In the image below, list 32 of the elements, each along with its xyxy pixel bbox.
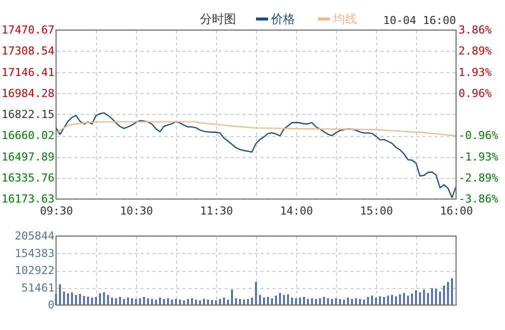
- y2-tick-label: -2.89%: [458, 171, 499, 184]
- y2-tick-label: -3.86%: [458, 192, 499, 206]
- y-tick-label: 17470.67: [2, 24, 54, 36]
- chart-title: 分时图: [200, 12, 236, 26]
- y-tick-label: 51461: [21, 281, 54, 294]
- y-tick-label: 16497.89: [2, 150, 54, 164]
- y-tick-label: 16984.28: [2, 86, 54, 100]
- y2-tick-label: -0.96%: [458, 129, 499, 142]
- y-tick-label: 17308.54: [2, 44, 55, 58]
- y2-tick-label: 1.93%: [458, 66, 492, 79]
- x-tick-label: 09:30: [40, 204, 74, 218]
- y2-tick-label: 0.96%: [458, 86, 492, 100]
- x-tick-label: 11:30: [200, 204, 234, 218]
- text: 10-04 16:00: [383, 14, 456, 27]
- legend-label: 价格: [270, 12, 295, 26]
- legend-label: 均线: [332, 12, 357, 26]
- y-tick-label: 102922: [14, 264, 54, 277]
- x-tick-label: 16:00: [440, 204, 474, 218]
- y-tick-label: 16173.63: [2, 192, 54, 206]
- y-tick-label: 154383: [14, 246, 54, 260]
- y-tick-label: 16660.02: [2, 129, 54, 142]
- y-tick-label: 16335.76: [2, 171, 54, 184]
- y2-tick-label: -1.93%: [458, 150, 499, 164]
- x-tick-label: 10:30: [120, 204, 154, 218]
- y-tick-label: 205844: [14, 230, 55, 242]
- y2-tick-label: 3.86%: [458, 24, 492, 36]
- y-tick-label: 0: [48, 298, 54, 312]
- y-tick-label: 16822.15: [2, 108, 54, 121]
- x-tick-label: 14:00: [280, 204, 314, 218]
- y-tick-label: 17146.41: [2, 66, 54, 79]
- x-tick-label: 15:00: [360, 204, 394, 218]
- y2-tick-label: 2.89%: [458, 44, 492, 58]
